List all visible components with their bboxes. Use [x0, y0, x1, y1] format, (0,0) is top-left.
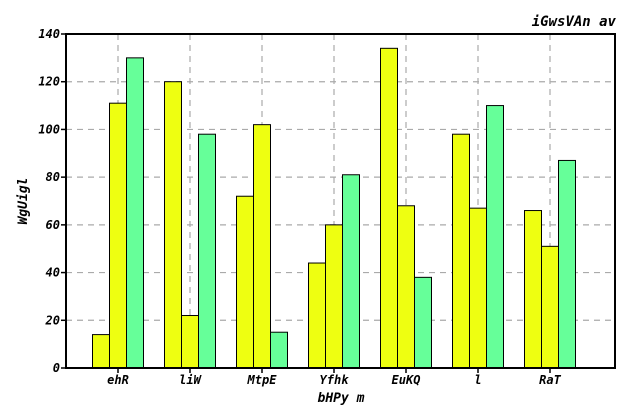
bar-series-3	[270, 331, 288, 369]
bar-series-2	[541, 245, 559, 369]
bar-series-2	[469, 207, 487, 369]
bar-series-1	[236, 195, 254, 369]
y-tick-label: 140	[38, 27, 60, 41]
x-tick-label: ehR	[107, 373, 129, 387]
bar-series-2	[253, 124, 271, 369]
bar-series-3	[414, 276, 432, 369]
x-tick-label: EuKQ	[392, 373, 421, 387]
bar-series-3	[126, 57, 144, 369]
bar-series-2	[109, 102, 127, 369]
bar-series-1	[164, 81, 182, 369]
y-tick-label: 40	[46, 266, 60, 280]
y-tick-label: 120	[38, 75, 60, 89]
bar-series-1	[452, 133, 470, 369]
bar-series-2	[325, 224, 343, 369]
y-tick-label: 100	[38, 122, 60, 136]
x-tick-label: MtpE	[247, 373, 278, 387]
x-tick-label: Yfhk	[320, 373, 350, 387]
bar-series-2	[181, 315, 199, 369]
bar-series-3	[486, 105, 504, 369]
y-axis-title: WgUigl	[16, 178, 31, 225]
axis-ticks: 0 20 40 60 80 100 120 140 ehR liW MtpE Yfhk EuKQ l RaT	[38, 27, 561, 387]
bar-series-1	[380, 47, 398, 369]
bar-series-1	[524, 210, 542, 369]
plot-area-frame	[65, 33, 616, 369]
x-tick-label: l	[474, 373, 481, 387]
bar-series-3	[342, 174, 360, 369]
bar-series-2	[397, 205, 415, 369]
y-tick-label: 60	[46, 218, 60, 232]
y-tick-label: 80	[46, 170, 60, 184]
bar-series-3	[558, 159, 576, 369]
x-tick-label: liW	[179, 373, 202, 387]
bar-series-3	[198, 133, 216, 369]
y-tick-label: 0	[53, 361, 60, 375]
bars	[92, 47, 576, 369]
bar-series-1	[308, 262, 326, 369]
x-tick-label: RaT	[539, 373, 561, 387]
chart-title: iGwsVAn av	[532, 14, 617, 30]
x-axis-title: bHPy m	[318, 391, 365, 406]
bar-series-1	[92, 334, 110, 369]
y-tick-label: 20	[45, 313, 60, 327]
